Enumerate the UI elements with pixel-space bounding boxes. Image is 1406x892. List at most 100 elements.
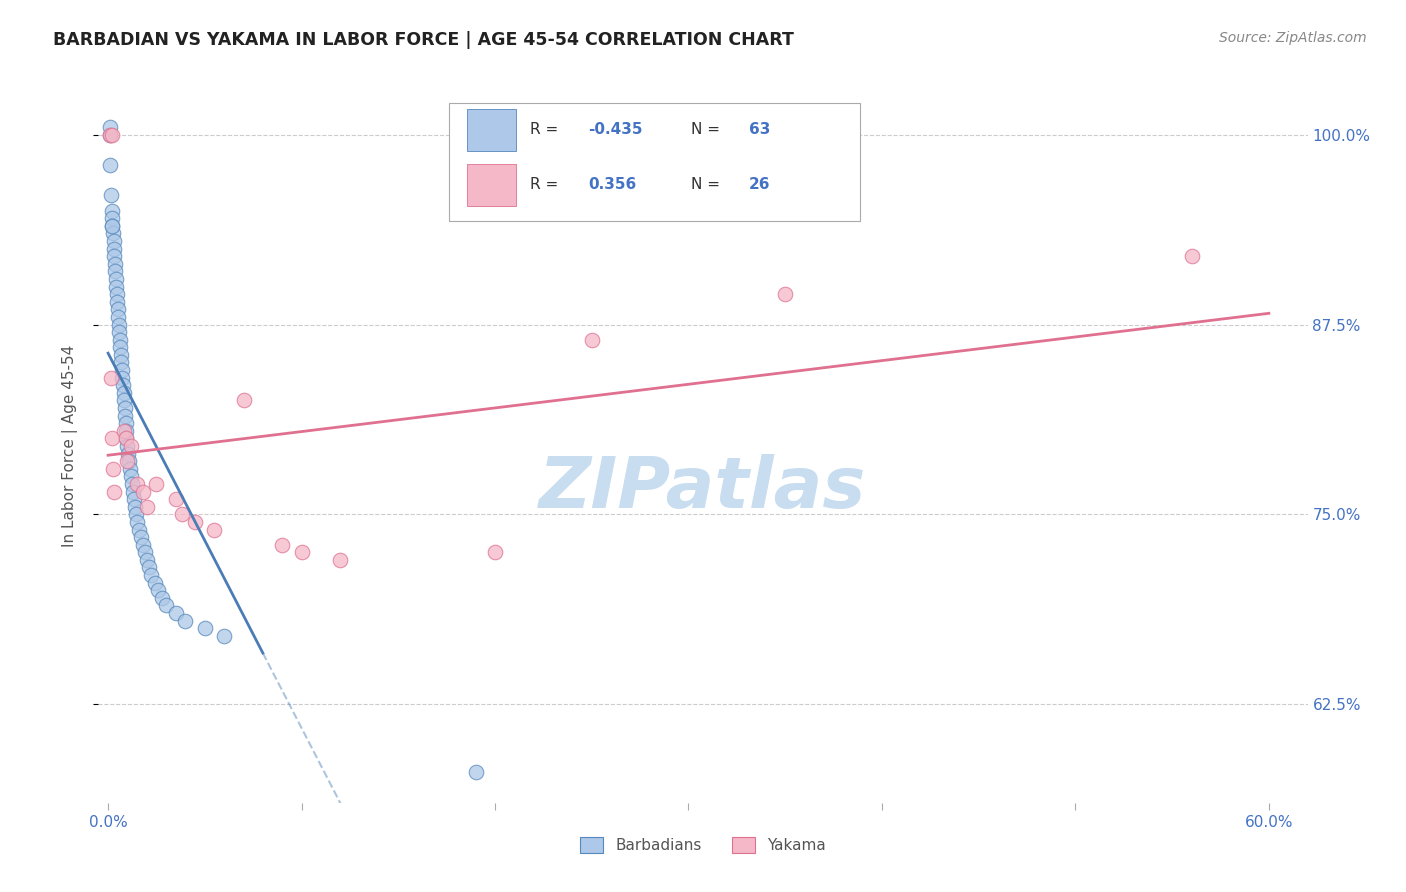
Point [103,234,125,248]
Point [132,484,155,499]
Point [114,401,136,415]
Point [105,287,128,301]
Point [103,484,125,499]
Point [100,188,122,202]
Point [139,568,162,582]
Point [108,325,131,339]
Point [108,340,131,354]
Text: N =: N = [690,122,724,137]
Point [114,409,136,423]
Point [128,523,150,537]
Point [124,500,146,514]
Point [100,203,122,218]
Point [100,158,122,172]
Point [107,302,129,317]
Point [170,508,193,522]
Point [127,477,149,491]
Point [98,128,121,142]
Point [108,333,131,347]
Point [212,629,235,643]
Text: ZIPatlas: ZIPatlas [540,454,866,524]
Point [184,515,207,529]
Point [122,484,145,499]
Point [101,211,124,226]
Point [104,272,127,286]
Point [101,227,124,241]
Legend: Barbadians, Yakama: Barbadians, Yakama [574,831,832,859]
Text: Source: ZipAtlas.com: Source: ZipAtlas.com [1219,31,1367,45]
Text: 0.356: 0.356 [588,178,637,193]
Point [115,424,138,438]
Point [100,370,122,384]
Point [120,469,142,483]
Point [105,294,128,309]
Point [114,431,136,445]
Point [773,287,796,301]
Point [117,454,139,468]
Point [112,424,135,438]
Point [103,249,125,263]
Point [103,242,125,256]
Point [104,264,127,278]
FancyBboxPatch shape [449,103,860,221]
Point [110,355,132,369]
Point [105,279,128,293]
Text: 26: 26 [749,178,770,193]
Point [104,257,127,271]
Point [132,538,155,552]
Point [98,128,121,142]
Point [135,553,157,567]
Point [129,530,152,544]
Point [148,583,170,598]
FancyBboxPatch shape [467,164,516,206]
Point [112,393,135,408]
Text: R =: R = [530,178,564,193]
Point [112,385,135,400]
Point [165,606,187,620]
Point [1180,249,1202,263]
Point [101,462,124,476]
Y-axis label: In Labor Force | Age 45-54: In Labor Force | Age 45-54 [62,345,77,547]
Point [143,575,166,590]
Point [232,393,254,408]
Point [329,553,352,567]
Text: BARBADIAN VS YAKAMA IN LABOR FORCE | AGE 45-54 CORRELATION CHART: BARBADIAN VS YAKAMA IN LABOR FORCE | AGE… [53,31,794,49]
Point [127,515,149,529]
Text: N =: N = [690,178,724,193]
FancyBboxPatch shape [467,109,516,151]
Point [111,378,134,392]
Point [145,477,167,491]
Point [464,765,486,780]
Point [150,591,173,605]
Point [174,614,197,628]
Point [107,318,129,332]
Point [117,439,139,453]
Point [138,560,160,574]
Point [120,439,142,453]
Point [581,333,603,347]
Point [115,431,138,445]
Point [111,370,134,384]
Point [125,508,148,522]
Text: 63: 63 [749,122,770,137]
Point [120,462,142,476]
Text: -0.435: -0.435 [588,122,643,137]
Point [484,545,506,559]
Point [101,219,124,233]
Point [271,538,294,552]
Point [121,477,143,491]
Point [194,621,217,635]
Point [204,523,226,537]
Point [98,120,121,135]
Point [122,492,145,507]
Point [117,447,139,461]
Point [290,545,312,559]
Text: R =: R = [530,122,564,137]
Point [111,363,134,377]
Point [114,416,136,430]
Point [107,310,129,324]
Point [118,454,141,468]
Point [100,431,122,445]
Point [134,545,156,559]
Point [165,492,187,507]
